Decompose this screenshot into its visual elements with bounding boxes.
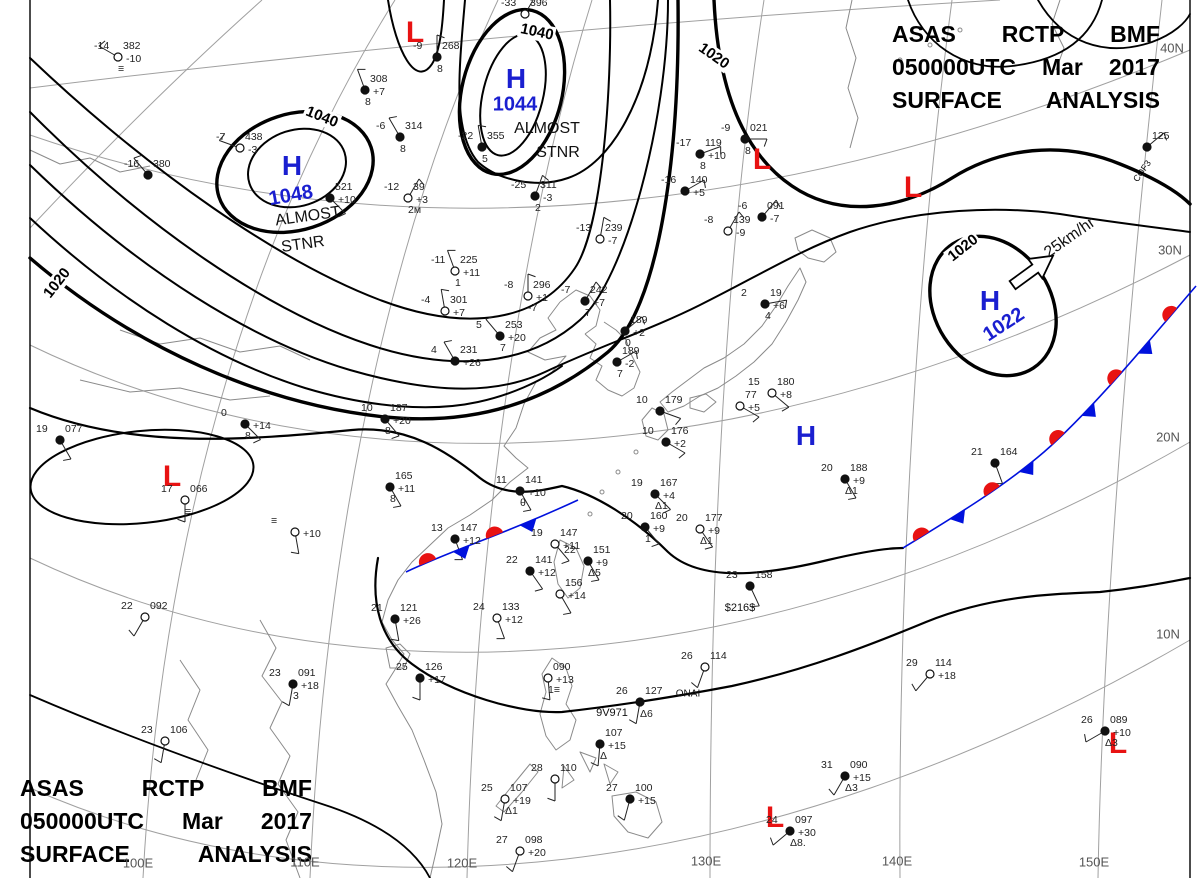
isobar-layer bbox=[28, 0, 1192, 878]
map-border bbox=[29, 0, 1191, 878]
station-plot-layer bbox=[55, 0, 1168, 873]
cold-front-mark bbox=[949, 509, 966, 524]
cold-front-mark bbox=[1138, 340, 1153, 355]
warm-front-mark bbox=[1049, 430, 1065, 446]
cold-front-mark bbox=[519, 518, 537, 533]
warm-front-mark bbox=[983, 482, 1000, 497]
cold-front-mark bbox=[452, 545, 470, 559]
warm-front-mark bbox=[418, 553, 437, 566]
warm-front-mark bbox=[485, 526, 504, 539]
cold-front-mark bbox=[1081, 402, 1096, 417]
cold-front-mark bbox=[1019, 460, 1034, 476]
warm-front-mark bbox=[1162, 305, 1178, 322]
movement-arrow bbox=[1008, 254, 1055, 291]
warm-front-mark bbox=[912, 527, 930, 542]
warm-front-mark bbox=[1107, 369, 1123, 386]
front-layer bbox=[405, 285, 1197, 573]
